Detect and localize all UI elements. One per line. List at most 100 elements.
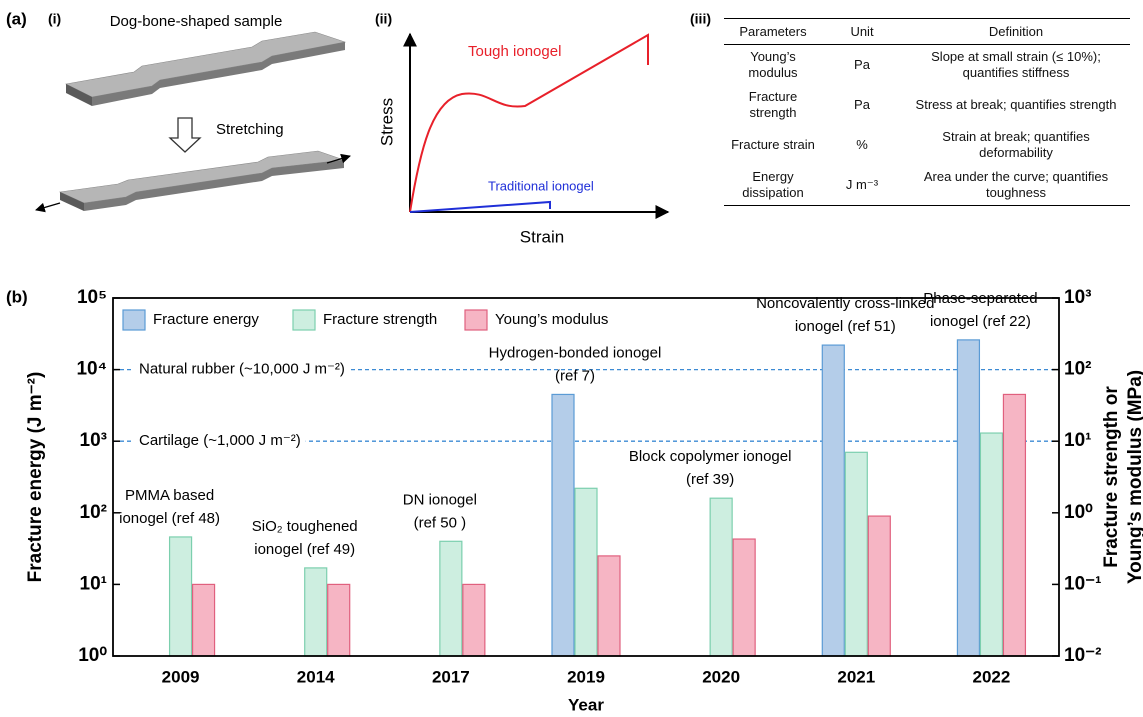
y-tick-label: 10⁵ [77,287,107,308]
axis-label: Strain [520,227,564,246]
bar-annotation: (ref 39) [686,471,734,488]
cell: Fracture strength [748,89,798,120]
bar [867,515,891,657]
x-tick-label: 2022 [973,667,1011,686]
bar [551,393,575,657]
bar-annotation: ionogel (ref 51) [795,318,896,335]
bar [844,451,868,657]
y-axis-label: Fracture energy (J m⁻²) [25,372,46,583]
sample-illustration [65,31,347,106]
bar [168,536,193,657]
x-tick-label: 2009 [162,667,200,686]
stretch-arrow [168,117,202,153]
axis-label: Stress [377,98,396,146]
x-tick-label: 2020 [702,667,740,686]
legend-swatch [292,309,316,331]
cell: Strain at break; quantifies deformabilit… [942,129,1090,160]
cell: Young’s modulus [748,49,798,80]
stretch-label: Stretching [216,121,284,138]
bar-annotation: PMMA based [125,487,214,504]
table-row: Fracture strength Pa Stress at break; qu… [724,85,1130,125]
subpanel-label: (i) [48,11,61,27]
bar-annotation: Block copolymer ionogel [629,448,792,465]
y2-tick-label: 10⁻² [1064,645,1102,666]
subpanel-label: (ii) [375,11,392,27]
bar [979,432,1004,657]
y2-axis-label: Fracture strength or [1101,386,1122,568]
bar [732,538,756,657]
x-tick-label: 2019 [567,667,605,686]
panel-label: (b) [6,287,28,306]
header-cell: Parameters [724,18,822,45]
bar [821,344,845,657]
table-row: Young’s modulus Pa Slope at small strain… [724,45,1130,86]
y2-tick-label: 10¹ [1064,430,1091,451]
label-background [134,432,306,450]
bar-annotation: ionogel (ref 22) [930,313,1031,330]
y-tick-label: 10³ [80,430,107,451]
parameter-table: Parameters Unit Definition Young’s modul… [724,18,1130,206]
bar-annotation: ionogel (ref 48) [119,510,220,527]
sample-title: Dog-bone-shaped sample [110,13,283,30]
curve-label: Traditional ionogel [488,178,594,193]
header-cell: Definition [902,18,1130,45]
legend-label: Young’s modulus [495,311,608,328]
legend-label: Fracture energy [153,311,259,328]
cell: Pa [854,97,870,112]
cell: Slope at small strain (≤ 10%); quantifie… [931,49,1101,80]
reference-label: Natural rubber (~10,000 J m⁻²) [139,361,345,378]
cell: Fracture strain [731,137,815,152]
bar [304,567,328,657]
bar [462,583,486,657]
table-row: Energy dissipation J m⁻³ Area under the … [724,165,1130,206]
bar [709,497,733,657]
bar-annotation: SiO₂ toughened [252,518,358,535]
y2-tick-label: 10⁰ [1064,502,1093,523]
y-tick-label: 10¹ [80,573,107,594]
traditional-curve [409,200,551,213]
y-tick-label: 10² [80,502,107,523]
table-row: Fracture strain % Strain at break; quant… [724,125,1130,165]
bar [1002,393,1027,657]
reference-layer: Natural rubber (~10,000 J m⁻²) Cartilage … [113,360,1059,450]
subpanel-label: (iii) [690,11,711,27]
y2-axis-label: Young’s modulus (MPa) [1125,370,1143,584]
y2-tick-label: 10⁻¹ [1064,573,1102,594]
cell: % [856,137,868,152]
cell: Area under the curve; quantifies toughne… [902,165,1130,206]
bar [439,540,463,657]
x-tick-label: 2017 [432,667,470,686]
legend-swatch [122,309,146,331]
label-background [134,360,350,378]
legend-swatch [464,309,488,331]
y-tick-label: 10⁴ [76,359,107,380]
bar-annotation: (ref 7) [555,367,595,384]
x-tick-label: 2021 [837,667,875,686]
curve-label: Tough ionogel [468,43,561,60]
y2-tick-label: 10² [1064,359,1091,380]
legend-label: Fracture strength [323,311,437,328]
cell: Stress at break; quantifies strength [915,97,1117,112]
bar-chart: Natural rubber (~10,000 J m⁻²) Cartilage … [25,287,1143,714]
table-header: Parameters Unit Definition [724,18,1130,45]
y-tick-label: 10⁰ [78,645,107,666]
reference-label: Cartilage (~1,000 J m⁻²) [139,432,301,449]
bar [191,583,216,657]
x-axis-label: Year [568,695,604,714]
panel-label: (a) [6,9,27,28]
bar [327,583,351,657]
cell: Pa [854,57,870,72]
x-tick-label: 2014 [297,667,335,686]
bar-annotation: ionogel (ref 49) [254,541,355,558]
bar [956,339,981,657]
bar [597,555,621,657]
header-cell: Unit [822,18,902,45]
bar-annotation: Hydrogen-bonded ionogel [489,344,662,361]
bar-annotation: Noncovalently cross-linked [756,295,934,312]
bar [574,487,598,657]
y2-tick-label: 10³ [1064,287,1091,308]
cell: Energy dissipation [724,165,822,206]
sample-illustration [35,150,351,213]
